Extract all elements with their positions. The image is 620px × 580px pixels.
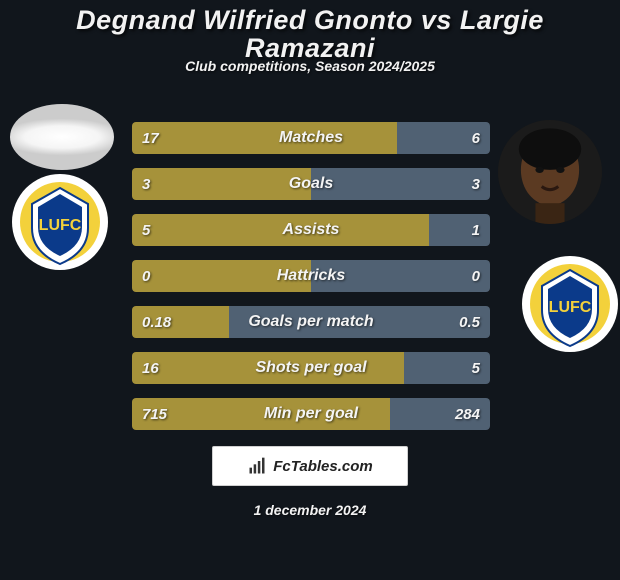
- watermark-text: FcTables.com: [273, 458, 372, 475]
- date: 1 december 2024: [0, 502, 620, 518]
- player2-face-icon: [498, 120, 602, 224]
- stat-label: Min per goal: [132, 398, 490, 430]
- stat-value-right: 0.5: [449, 306, 490, 338]
- stat-value-left: 5: [132, 214, 160, 246]
- player1-club-badge: LUFC: [10, 172, 110, 272]
- stat-row: Shots per goal16 5: [132, 352, 490, 384]
- stats-bars: Matches176Goals33Assists51Hattricks00Goa…: [132, 122, 490, 444]
- chart-icon: [247, 456, 267, 476]
- stat-value-left: 3: [132, 168, 160, 200]
- stat-row: Assists5 1: [132, 214, 490, 246]
- stat-label: Assists: [132, 214, 490, 246]
- stat-value-right: 5: [462, 352, 490, 384]
- stat-row: Hattricks0 0: [132, 260, 490, 292]
- stat-value-left: 0: [132, 260, 160, 292]
- stat-value-right: 3: [462, 168, 490, 200]
- stat-row: Goals3 3: [132, 168, 490, 200]
- stat-row: Matches17 6: [132, 122, 490, 154]
- stat-row: Min per goal715 284: [132, 398, 490, 430]
- stat-label: Matches: [132, 122, 490, 154]
- stat-value-left: 17: [132, 122, 169, 154]
- stat-row: Goals per match0.18 0.5: [132, 306, 490, 338]
- svg-text:LUFC: LUFC: [39, 217, 82, 234]
- stat-label: Shots per goal: [132, 352, 490, 384]
- stat-value-left: 16: [132, 352, 169, 384]
- player1-avatar: [10, 104, 114, 170]
- stat-label: Hattricks: [132, 260, 490, 292]
- player2-club-badge: LUFC: [520, 254, 620, 354]
- stat-label: Goals: [132, 168, 490, 200]
- stat-value-right: 6: [462, 122, 490, 154]
- stat-value-left: 715: [132, 398, 177, 430]
- watermark: FcTables.com: [212, 446, 408, 486]
- stat-value-right: 0: [462, 260, 490, 292]
- player2-avatar: [498, 120, 602, 224]
- stat-label: Goals per match: [132, 306, 490, 338]
- stat-value-left: 0.18: [132, 306, 181, 338]
- stat-value-right: 284: [445, 398, 490, 430]
- stat-value-right: 1: [462, 214, 490, 246]
- svg-text:LUFC: LUFC: [549, 299, 592, 316]
